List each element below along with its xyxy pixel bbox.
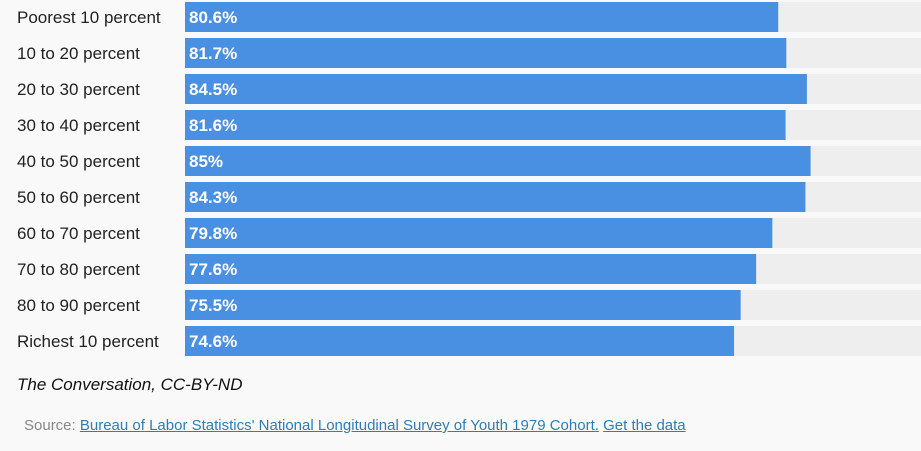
category-label: Richest 10 percent — [17, 332, 159, 351]
category-label: 70 to 80 percent — [17, 260, 140, 279]
source-prefix: Source: — [24, 417, 76, 434]
get-the-data-link[interactable]: Get the data — [603, 417, 686, 434]
value-label: 85% — [189, 152, 223, 171]
value-label: 81.7% — [189, 44, 237, 63]
bar — [185, 110, 786, 140]
value-label: 84.3% — [189, 188, 237, 207]
value-label: 74.6% — [189, 332, 237, 351]
value-label: 84.5% — [189, 80, 237, 99]
category-label: 10 to 20 percent — [17, 44, 140, 63]
category-label: Poorest 10 percent — [17, 8, 161, 27]
chart-source: Source: Bureau of Labor Statistics' Nati… — [24, 417, 686, 434]
bar — [185, 254, 757, 284]
bar — [185, 182, 806, 212]
bar — [185, 290, 741, 320]
category-label: 30 to 40 percent — [17, 116, 140, 135]
bar — [185, 38, 787, 68]
category-label: 40 to 50 percent — [17, 152, 140, 171]
category-label: 60 to 70 percent — [17, 224, 140, 243]
category-label: 80 to 90 percent — [17, 296, 140, 315]
category-label: 20 to 30 percent — [17, 80, 140, 99]
value-label: 80.6% — [189, 8, 237, 27]
bar — [185, 74, 807, 104]
bar — [185, 218, 773, 248]
source-link[interactable]: Bureau of Labor Statistics' National Lon… — [79, 417, 599, 434]
value-label: 81.6% — [189, 116, 237, 135]
chart-credit: The Conversation, CC-BY-ND — [17, 375, 243, 394]
bar-chart: Poorest 10 percent 80.6% 10 to 20 percent 8… — [17, 2, 921, 356]
bar — [185, 2, 779, 32]
bar — [185, 146, 811, 176]
category-label: 50 to 60 percent — [17, 188, 140, 207]
value-label: 79.8% — [189, 224, 237, 243]
bar — [185, 326, 735, 356]
value-label: 75.5% — [189, 296, 237, 315]
value-label: 77.6% — [189, 260, 237, 279]
